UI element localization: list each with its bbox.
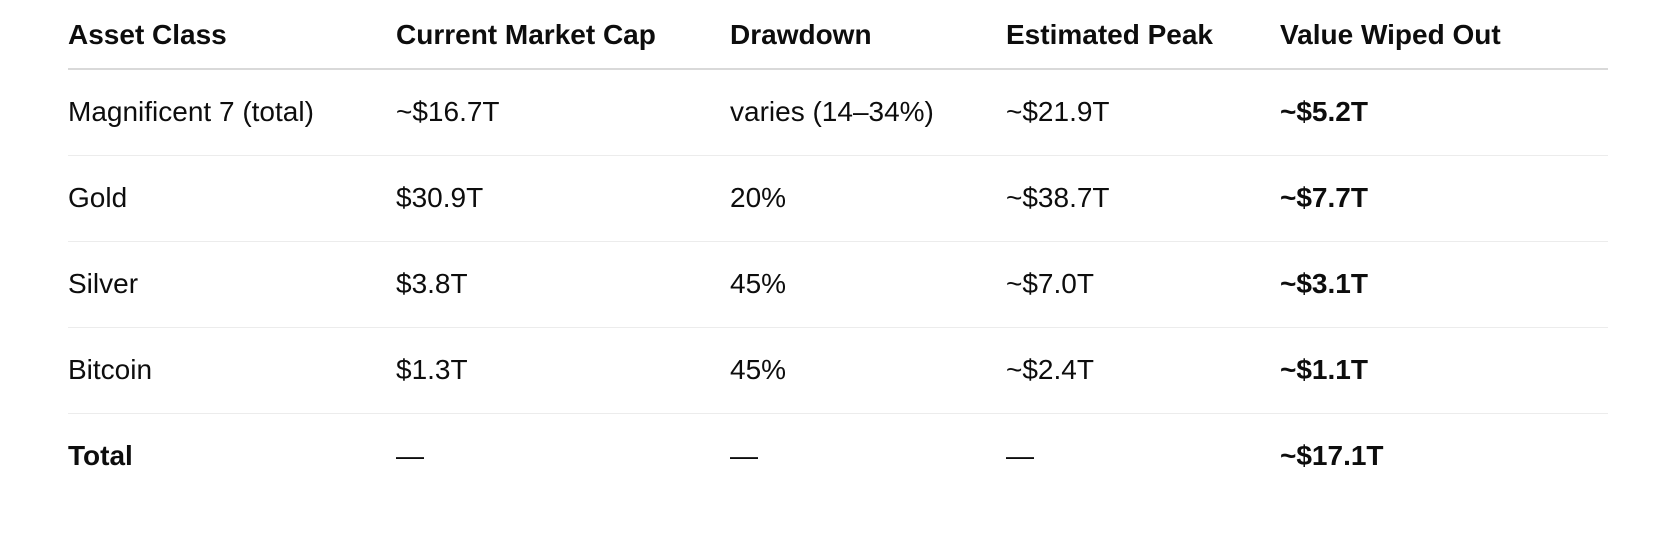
cell-asset-name: Bitcoin	[68, 327, 396, 414]
cell-total-value-wiped-out: ~$17.1T	[1280, 413, 1608, 499]
table-row-total: Total — — — ~$17.1T	[68, 413, 1608, 499]
cell-market-cap: ~$16.7T	[396, 68, 730, 156]
cell-drawdown: 45%	[730, 327, 1006, 414]
column-header-estimated-peak: Estimated Peak	[1006, 0, 1280, 70]
cell-value-wiped-out: ~$7.7T	[1280, 155, 1608, 242]
cell-value-wiped-out: ~$1.1T	[1280, 327, 1608, 414]
cell-market-cap: $1.3T	[396, 327, 730, 414]
cell-estimated-peak-dash: —	[1006, 413, 1280, 499]
cell-market-cap: $3.8T	[396, 241, 730, 328]
cell-value-wiped-out: ~$3.1T	[1280, 241, 1608, 328]
cell-asset-name: Magnificent 7 (total)	[68, 68, 396, 156]
column-header-current-market-cap: Current Market Cap	[396, 0, 730, 70]
cell-drawdown: 20%	[730, 155, 1006, 242]
asset-drawdown-table: Asset Class Current Market Cap Drawdown …	[68, 0, 1608, 499]
cell-drawdown-dash: —	[730, 413, 1006, 499]
cell-value-wiped-out: ~$5.2T	[1280, 68, 1608, 156]
table-row-magnificent-7: Magnificent 7 (total) ~$16.7T varies (14…	[68, 68, 1608, 156]
column-header-asset-class: Asset Class	[68, 0, 396, 70]
cell-estimated-peak: ~$7.0T	[1006, 241, 1280, 328]
cell-estimated-peak: ~$38.7T	[1006, 155, 1280, 242]
cell-drawdown: 45%	[730, 241, 1006, 328]
cell-asset-name: Gold	[68, 155, 396, 242]
cell-estimated-peak: ~$2.4T	[1006, 327, 1280, 414]
table-row-bitcoin: Bitcoin $1.3T 45% ~$2.4T ~$1.1T	[68, 327, 1608, 414]
column-header-value-wiped-out: Value Wiped Out	[1280, 0, 1608, 70]
table-header-row: Asset Class Current Market Cap Drawdown …	[68, 0, 1608, 70]
cell-asset-name: Silver	[68, 241, 396, 328]
cell-drawdown: varies (14–34%)	[730, 68, 1006, 156]
column-header-drawdown: Drawdown	[730, 0, 1006, 70]
cell-estimated-peak: ~$21.9T	[1006, 68, 1280, 156]
table-row-gold: Gold $30.9T 20% ~$38.7T ~$7.7T	[68, 155, 1608, 242]
table-row-silver: Silver $3.8T 45% ~$7.0T ~$3.1T	[68, 241, 1608, 328]
cell-total-label: Total	[68, 413, 396, 499]
cell-market-cap: $30.9T	[396, 155, 730, 242]
cell-market-cap-dash: —	[396, 413, 730, 499]
